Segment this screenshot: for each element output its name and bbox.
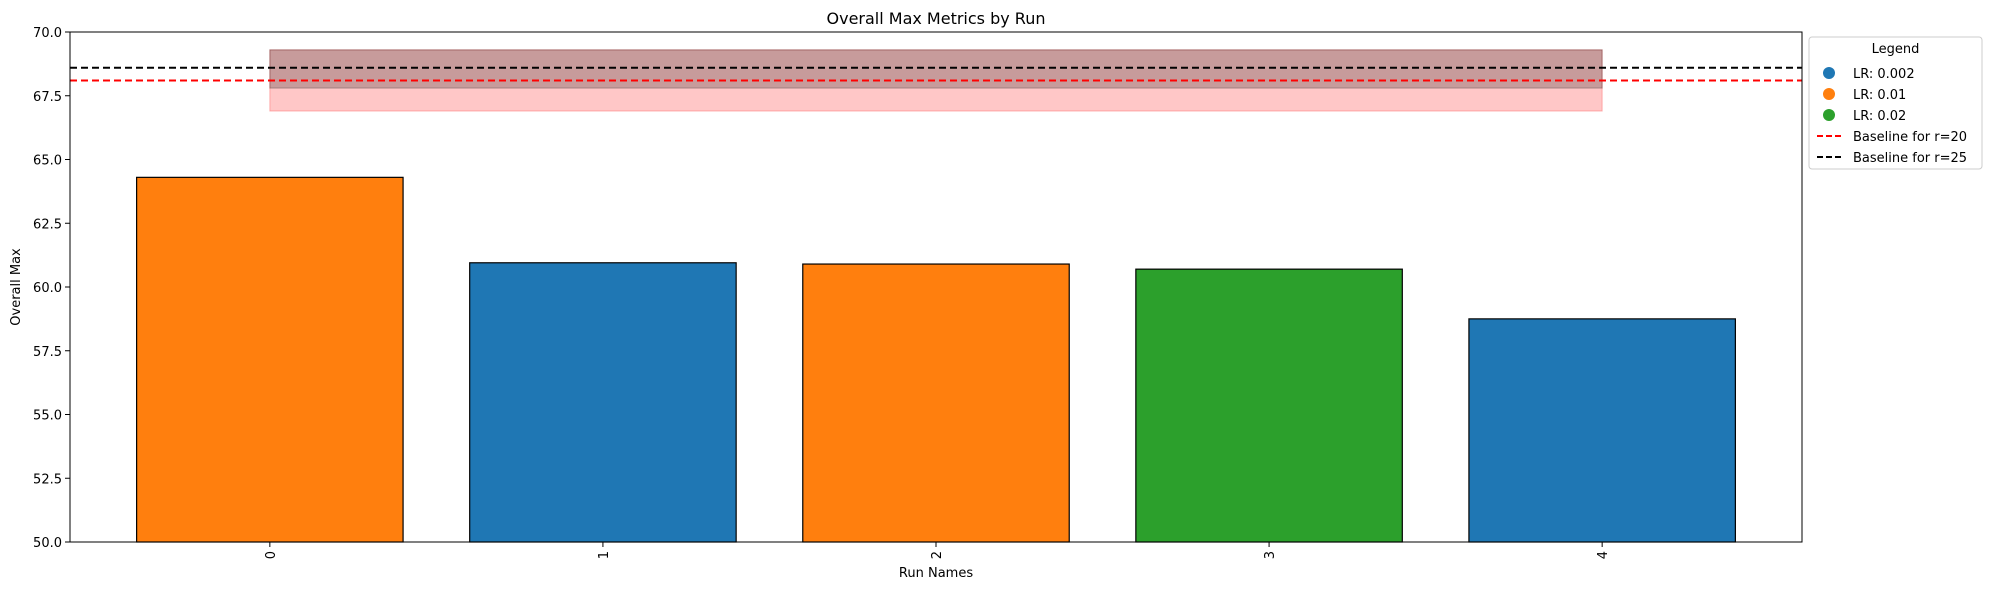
bar-3 xyxy=(1135,268,1403,543)
y-tick-label: 60.0 xyxy=(33,281,62,296)
legend-item: LR: 0.01 xyxy=(1823,88,1906,103)
legend-marker-dot xyxy=(1823,67,1835,79)
bar-4 xyxy=(1468,318,1736,543)
x-tick-label: 3 xyxy=(1263,551,1278,559)
y-axis-label: Overall Max xyxy=(9,248,24,326)
bar-0 xyxy=(136,176,404,543)
legend-label: LR: 0.01 xyxy=(1853,88,1906,103)
baseline-band-1 xyxy=(269,49,1603,89)
legend-marker-dot xyxy=(1823,88,1835,100)
bars xyxy=(136,176,1736,543)
x-tick-label: 4 xyxy=(1596,551,1611,559)
y-tick-label: 67.5 xyxy=(33,90,62,105)
legend-title: Legend xyxy=(1872,42,1920,57)
legend-label: LR: 0.02 xyxy=(1853,109,1906,124)
legend-marker-dot xyxy=(1823,109,1835,121)
x-tick-label: 2 xyxy=(930,551,945,559)
x-tick-label: 1 xyxy=(597,551,612,559)
y-tick-label: 57.5 xyxy=(33,345,62,360)
legend-item: Baseline for r=20 xyxy=(1817,130,1967,145)
legend-box xyxy=(1808,36,1983,170)
legend: Legend LR: 0.002 LR: 0.01 LR: 0.02 Baseline… xyxy=(1808,36,1983,170)
legend-items: LR: 0.002 LR: 0.01 LR: 0.02 Baseline for r=… xyxy=(1817,67,1967,166)
x-tick-label: 0 xyxy=(264,551,279,559)
y-tick-label: 65.0 xyxy=(33,154,62,169)
chart-title: Overall Max Metrics by Run xyxy=(827,9,1046,28)
baseline-lines xyxy=(70,66,1802,82)
y-tick-label: 70.0 xyxy=(33,26,62,41)
y-tick-label: 50.0 xyxy=(33,536,62,551)
y-tick-label: 62.5 xyxy=(33,217,62,232)
bar-2 xyxy=(802,263,1070,543)
y-tick-label: 55.0 xyxy=(33,409,62,424)
legend-label: Baseline for r=20 xyxy=(1853,130,1967,145)
legend-label: Baseline for r=25 xyxy=(1853,151,1967,166)
y-tick-label: 52.5 xyxy=(33,472,62,487)
y-axis-ticks: 50.0 52.5 55.0 57.5 60.0 62.5 65.0 67.5 70.0 xyxy=(33,26,70,551)
x-axis-ticks: 0 1 2 3 4 xyxy=(264,542,1611,559)
x-axis-label: Run Names xyxy=(899,566,973,581)
legend-label: LR: 0.002 xyxy=(1853,67,1915,82)
legend-item: LR: 0.002 xyxy=(1823,67,1915,82)
legend-item: LR: 0.02 xyxy=(1823,109,1906,124)
bar-1 xyxy=(469,262,737,543)
legend-item: Baseline for r=25 xyxy=(1817,151,1967,166)
